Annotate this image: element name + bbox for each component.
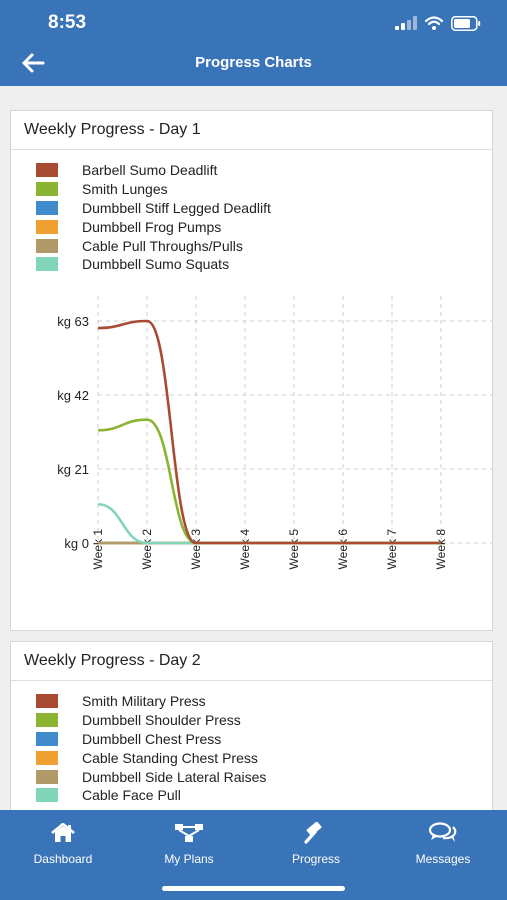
legend-label: Dumbbell Chest Press [82, 730, 222, 747]
legend-label: Dumbbell Side Lateral Raises [82, 768, 267, 785]
status-icons [395, 14, 481, 32]
legend-item: Dumbbell Stiff Legged Deadlift [36, 199, 271, 218]
legend-swatch [36, 750, 58, 765]
series-line [97, 418, 441, 545]
y-tick-label: kg 0 [64, 536, 89, 551]
wifi-icon [425, 16, 443, 30]
legend-swatch [36, 788, 58, 803]
status-time: 8:53 [48, 12, 87, 33]
chart-legend: Smith Military Press Dumbbell Shoulder P… [36, 692, 266, 805]
x-tick-label: Week 8 [434, 529, 448, 570]
content-scroll[interactable]: Weekly Progress - Day 1 Barbell Sumo Dea… [0, 86, 507, 810]
legend-swatch [36, 200, 58, 215]
weekly-progress-card-day1: Weekly Progress - Day 1 Barbell Sumo Dea… [10, 110, 493, 631]
legend-label: Cable Face Pull [82, 787, 181, 804]
chart-legend: Barbell Sumo Deadlift Smith Lunges Dumbb… [36, 161, 271, 274]
y-tick-label: kg 21 [57, 462, 89, 477]
legend-swatch [36, 731, 58, 746]
legend-item: Dumbbell Shoulder Press [36, 711, 266, 730]
arrow-left-icon [22, 53, 45, 73]
legend-item: Cable Face Pull [36, 786, 266, 805]
battery-icon [451, 15, 481, 31]
y-tick-label: kg 63 [57, 314, 89, 329]
legend-item: Smith Lunges [36, 180, 271, 199]
x-tick-label: Week 5 [287, 529, 301, 570]
tab-my-plans[interactable]: My Plans [126, 810, 252, 880]
line-chart: kg 0 kg 21 kg 42 kg 63 Week 1 Week 2 Week 3 Wee… [57, 296, 492, 570]
tab-label: Dashboard [33, 852, 93, 866]
home-indicator [162, 886, 345, 891]
x-tick-label: Week 1 [91, 529, 105, 570]
sitemap-icon [175, 824, 203, 842]
x-tick-label: Week 2 [140, 529, 154, 570]
tab-progress[interactable]: Progress [253, 810, 379, 880]
legend-label: Cable Standing Chest Press [82, 749, 258, 766]
legend-item: Cable Standing Chest Press [36, 748, 266, 767]
y-tick-label: kg 42 [57, 388, 89, 403]
x-tick-label: Week 7 [385, 529, 399, 570]
card-title: Weekly Progress - Day 1 [11, 111, 492, 150]
legend-label: Cable Pull Throughs/Pulls [82, 237, 243, 254]
tab-label: Progress [291, 852, 341, 866]
series-line [97, 319, 441, 545]
legend-swatch [36, 769, 58, 784]
legend-swatch [36, 182, 58, 197]
legend-swatch [36, 713, 58, 728]
bottom-tab-bar: Dashboard My Plans Progress [0, 810, 507, 900]
legend-swatch [36, 694, 58, 709]
legend-label: Smith Military Press [82, 693, 206, 710]
legend-label: Dumbbell Shoulder Press [82, 712, 241, 729]
legend-item: Dumbbell Side Lateral Raises [36, 767, 266, 786]
legend-label: Dumbbell Stiff Legged Deadlift [82, 199, 271, 216]
gavel-icon [304, 822, 322, 844]
legend-swatch [36, 257, 58, 272]
legend-item: Cable Pull Throughs/Pulls [36, 236, 271, 255]
cellular-signal-icon [395, 16, 417, 30]
legend-item: Smith Military Press [36, 692, 266, 711]
legend-item: Dumbbell Frog Pumps [36, 217, 271, 236]
legend-item: Barbell Sumo Deadlift [36, 161, 271, 180]
legend-item: Dumbbell Chest Press [36, 730, 266, 749]
legend-label: Barbell Sumo Deadlift [82, 162, 218, 179]
legend-swatch [36, 238, 58, 253]
legend-label: Dumbbell Sumo Squats [82, 256, 230, 273]
legend-swatch [36, 163, 58, 178]
legend-item: Dumbbell Sumo Squats [36, 255, 271, 274]
legend-label: Dumbbell Frog Pumps [82, 218, 222, 235]
weekly-progress-card-day2: Weekly Progress - Day 2 Smith Military P… [10, 641, 493, 810]
tab-label: Messages [415, 852, 471, 866]
home-icon [51, 823, 75, 842]
app-header: 8:53 Progress Charts [0, 0, 507, 86]
legend-label: Smith Lunges [82, 181, 168, 198]
chat-bubbles-icon [428, 822, 457, 842]
tab-dashboard[interactable]: Dashboard [0, 810, 126, 880]
card-title: Weekly Progress - Day 2 [11, 642, 492, 681]
back-button[interactable] [16, 48, 50, 78]
x-tick-label: Week 4 [238, 529, 252, 570]
legend-swatch [36, 219, 58, 234]
page-title: Progress Charts [195, 54, 312, 71]
tab-messages[interactable]: Messages [380, 810, 506, 880]
x-tick-label: Week 3 [189, 529, 203, 570]
x-tick-label: Week 6 [336, 529, 350, 570]
tab-label: My Plans [164, 852, 214, 866]
